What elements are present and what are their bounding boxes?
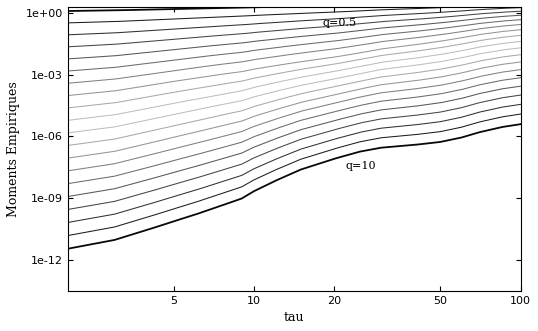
Text: q=0.5: q=0.5: [322, 19, 356, 28]
Y-axis label: Moments Empiriques: Moments Empiriques: [7, 81, 20, 217]
Text: q=10: q=10: [345, 161, 376, 171]
X-axis label: tau: tau: [284, 311, 305, 324]
